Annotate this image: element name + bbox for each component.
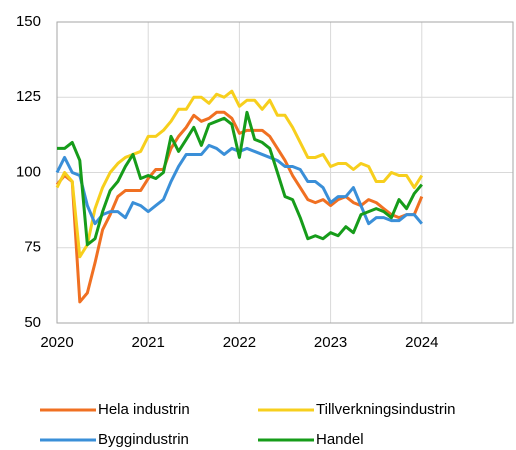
legend-label: Hela industrin — [98, 401, 190, 418]
y-tick-label: 125 — [16, 88, 41, 105]
x-tick-label: 2023 — [314, 334, 347, 351]
legend-label: Handel — [316, 431, 364, 448]
legend-label: Byggindustrin — [98, 431, 189, 448]
y-tick-label: 150 — [16, 13, 41, 30]
legend-label: Tillverkningsindustrin — [316, 401, 456, 418]
series-line — [57, 110, 423, 247]
x-tick-label: 2020 — [40, 334, 73, 351]
x-tick-label: 2024 — [405, 334, 438, 351]
y-tick-label: 75 — [24, 239, 41, 256]
y-tick-label: 100 — [16, 163, 41, 180]
series-line — [55, 89, 424, 259]
y-tick-label: 50 — [24, 314, 41, 331]
x-tick-label: 2021 — [132, 334, 165, 351]
x-tick-label: 2022 — [223, 334, 256, 351]
